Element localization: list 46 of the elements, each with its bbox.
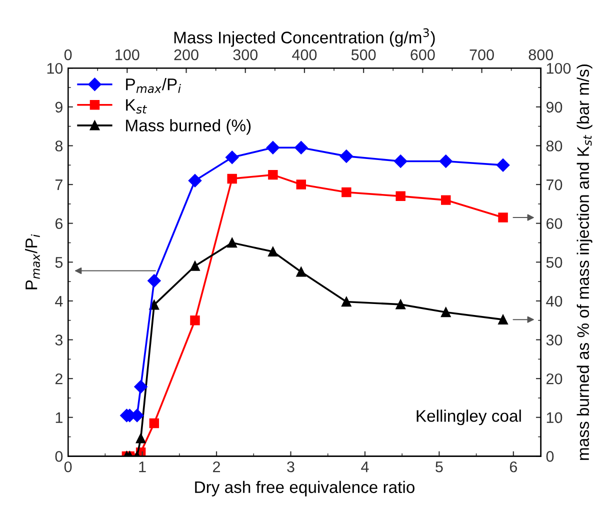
x2-axis-title: Mass Injected Concentration (g/m$^{3}$) (174, 28, 435, 47)
x-tick-label: 1 (139, 462, 146, 472)
y2-axis-title: mass burned as % of mass injection and K$_{st}$ (bar m/s) (576, 64, 592, 460)
x-tick-label: 5 (436, 462, 443, 472)
y-axis-title: P$_{max}$/P$_{i}$ (25, 234, 40, 290)
x2-tick-label: 500 (351, 49, 376, 60)
x2-tick-label: 400 (292, 49, 317, 60)
y-tick-label: 1 (56, 412, 62, 423)
x2-tick-label: 600 (410, 49, 435, 60)
legend-label: Mass burned (%) (126, 119, 251, 135)
y2-tick-label: 0 (546, 451, 554, 462)
x-tick-label: 6 (510, 461, 517, 472)
y2-tick-label: 80 (546, 140, 562, 152)
x-axis-title: Dry ash free equivalence ratio (195, 480, 414, 496)
y-tick-label: 5 (55, 257, 63, 268)
y2-tick-label: 90 (546, 102, 562, 113)
y-tick-label: 2 (55, 373, 62, 384)
legend-label: P$_{max}$/P$_{i}$ (126, 78, 181, 93)
annotation: Kellingley coal (416, 410, 521, 426)
x-tick-label: 0 (64, 461, 72, 472)
legend-label: K$_{st}$ (126, 99, 148, 114)
x2-tick-label: 200 (174, 49, 198, 60)
y2-tick-label: 60 (546, 218, 562, 230)
y2-tick-label: 40 (546, 296, 562, 307)
y-tick-label: 8 (55, 140, 63, 152)
y-tick-label: 6 (55, 218, 63, 230)
y-tick-label: 3 (55, 334, 63, 346)
y-tick-label: 4 (55, 296, 63, 306)
y2-tick-label: 100 (546, 62, 571, 74)
x-tick-label: 2 (213, 461, 220, 472)
y2-tick-label: 20 (546, 373, 562, 384)
x2-tick-label: 800 (528, 49, 554, 60)
x-tick-label: 3 (287, 461, 294, 472)
y-tick-label: 7 (55, 180, 62, 190)
x-tick-label: 4 (361, 462, 369, 472)
y-tick-label: 10 (47, 62, 63, 74)
y2-tick-label: 10 (546, 412, 562, 424)
x2-tick-label: 700 (470, 49, 494, 60)
x2-tick-label: 0 (64, 49, 72, 60)
x2-tick-label: 300 (233, 49, 258, 60)
x2-tick-label: 100 (116, 49, 140, 60)
y2-tick-label: 30 (546, 334, 562, 346)
y-tick-label: 0 (55, 451, 63, 462)
y2-tick-label: 50 (546, 257, 562, 268)
y2-tick-label: 70 (546, 179, 562, 190)
y-tick-label: 9 (55, 102, 62, 113)
